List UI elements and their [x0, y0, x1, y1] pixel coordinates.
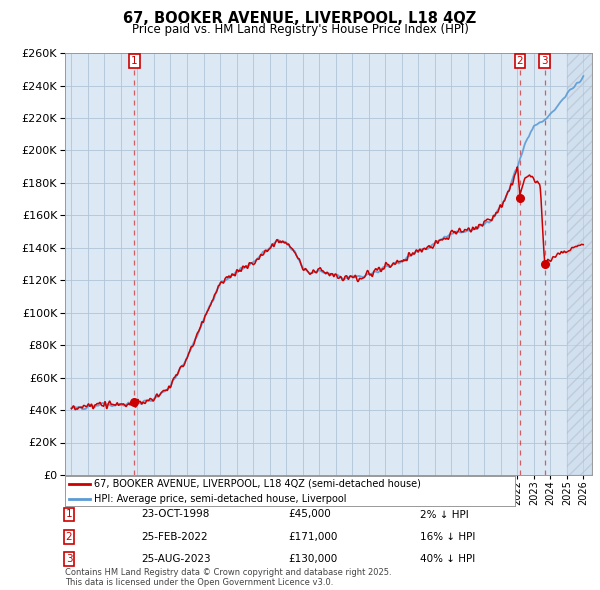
Text: £171,000: £171,000	[288, 532, 337, 542]
Text: 2: 2	[65, 532, 73, 542]
Text: 3: 3	[541, 57, 548, 66]
Text: £130,000: £130,000	[288, 555, 337, 564]
Text: £45,000: £45,000	[288, 510, 331, 519]
Text: 2: 2	[517, 57, 523, 66]
Text: 40% ↓ HPI: 40% ↓ HPI	[420, 555, 475, 564]
Text: 23-OCT-1998: 23-OCT-1998	[141, 510, 209, 519]
Text: 25-AUG-2023: 25-AUG-2023	[141, 555, 211, 564]
Text: 67, BOOKER AVENUE, LIVERPOOL, L18 4QZ: 67, BOOKER AVENUE, LIVERPOOL, L18 4QZ	[124, 11, 476, 25]
Text: 25-FEB-2022: 25-FEB-2022	[141, 532, 208, 542]
Text: Price paid vs. HM Land Registry's House Price Index (HPI): Price paid vs. HM Land Registry's House …	[131, 23, 469, 36]
Text: Contains HM Land Registry data © Crown copyright and database right 2025.
This d: Contains HM Land Registry data © Crown c…	[65, 568, 391, 587]
Text: 1: 1	[131, 57, 137, 66]
Text: 16% ↓ HPI: 16% ↓ HPI	[420, 532, 475, 542]
Bar	[567, 53, 592, 475]
Text: 67, BOOKER AVENUE, LIVERPOOL, L18 4QZ (semi-detached house): 67, BOOKER AVENUE, LIVERPOOL, L18 4QZ (s…	[94, 478, 421, 489]
Text: 2% ↓ HPI: 2% ↓ HPI	[420, 510, 469, 519]
Text: HPI: Average price, semi-detached house, Liverpool: HPI: Average price, semi-detached house,…	[94, 494, 347, 504]
Text: 3: 3	[65, 555, 73, 564]
Text: 1: 1	[65, 510, 73, 519]
